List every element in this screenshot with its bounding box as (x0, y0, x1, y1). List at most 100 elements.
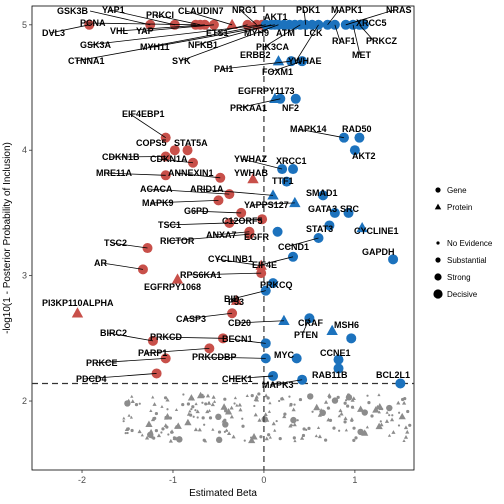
point-label: CDKN1A (150, 154, 188, 164)
background-point (324, 438, 328, 442)
background-point (215, 413, 222, 421)
background-point (280, 397, 284, 401)
background-point (293, 403, 296, 406)
y-tick-label: 3 (22, 271, 27, 281)
background-point (164, 415, 168, 420)
background-point (338, 408, 343, 413)
label-leader (295, 24, 319, 62)
label-leader (269, 60, 303, 73)
label-leader (301, 318, 310, 336)
background-point (204, 402, 208, 406)
background-point (250, 394, 254, 398)
x-axis-title: Estimated Beta (189, 488, 257, 499)
background-point (372, 406, 380, 413)
background-point (127, 413, 131, 417)
background-point (339, 411, 344, 416)
point-label: CCND1 (278, 242, 309, 252)
y-axis-title: -log10(1 - Posterior Probability of Incl… (2, 142, 13, 334)
x-tick-label: -1 (169, 475, 177, 485)
background-point (243, 439, 246, 442)
legend-size-label: Decisive (447, 290, 478, 299)
point-label: YWHAZ (234, 154, 267, 164)
background-point (387, 433, 392, 437)
point-label: CLAUDIN7 (178, 6, 224, 16)
background-point (288, 423, 293, 428)
point-label: SYK (172, 56, 191, 66)
background-point (343, 420, 347, 424)
label-leader (239, 9, 257, 26)
background-point (253, 404, 256, 408)
background-point (357, 405, 365, 412)
background-point (212, 399, 217, 403)
background-point (181, 402, 185, 407)
point-label: BECN1 (222, 334, 253, 344)
background-point (127, 398, 131, 402)
point-label: TTF1 (272, 176, 294, 186)
point-label: EIF4EBP1 (122, 109, 165, 119)
point-label: ERBB2 (240, 50, 271, 60)
label-leader (101, 262, 144, 270)
background-point (149, 409, 153, 412)
point-label: MYH9 (244, 28, 269, 38)
label-leader (175, 172, 221, 179)
background-point (406, 409, 410, 414)
background-point (207, 401, 211, 404)
label-leader (87, 24, 263, 46)
background-point (275, 419, 278, 423)
background-point (361, 409, 368, 416)
point-marker (226, 18, 238, 30)
background-point (144, 435, 150, 440)
point-label: MAPK9 (142, 198, 174, 208)
background-point (238, 407, 243, 412)
label-leader (147, 188, 230, 195)
point-label: XRCC1 (276, 156, 307, 166)
background-point (403, 396, 407, 401)
background-point (397, 424, 401, 427)
point-label: CCNE1 (320, 348, 351, 358)
background-point (221, 419, 225, 423)
label-leader (145, 347, 210, 354)
background-point (292, 422, 297, 427)
background-point (152, 436, 156, 440)
background-point (264, 393, 269, 398)
label-leader (103, 172, 166, 176)
background-point (223, 418, 227, 422)
label-leader (303, 9, 307, 25)
background-point (202, 395, 205, 398)
background-point (338, 429, 341, 432)
background-point (241, 424, 245, 428)
point-marker (182, 145, 193, 156)
point-label: EGFR (244, 232, 270, 242)
background-point (357, 428, 364, 436)
background-point (396, 400, 401, 405)
background-point (165, 425, 169, 429)
background-point (376, 402, 384, 410)
background-point (163, 396, 168, 400)
point-label: CDKN1B (102, 152, 140, 162)
label-leader (129, 113, 166, 139)
axes: -2 -1 0 1 2 3 4 5 (22, 20, 357, 485)
point-marker (278, 314, 290, 325)
point-label: YAPPS127 (244, 200, 289, 210)
point-marker (324, 220, 335, 231)
point-label: PCNA (80, 18, 106, 28)
background-point (291, 407, 296, 412)
background-point (152, 402, 157, 406)
legend-gene-key (435, 187, 441, 193)
point-label: COPS5 (136, 138, 167, 148)
background-point (248, 436, 256, 444)
point-marker (395, 378, 406, 389)
background-point (188, 409, 192, 413)
point-label: ANNEXIN1 (168, 168, 214, 178)
point-marker (297, 56, 308, 67)
background-point (203, 423, 206, 426)
label-leader (334, 24, 341, 42)
background-point (229, 405, 234, 410)
label-leader (235, 320, 284, 324)
background-point (402, 400, 407, 405)
point-label: PRKCI (146, 10, 174, 20)
background-point (160, 404, 164, 408)
point-label: RAB11B (312, 370, 348, 380)
background-point (271, 421, 276, 426)
point-label: EGFRPY1068 (144, 282, 201, 292)
